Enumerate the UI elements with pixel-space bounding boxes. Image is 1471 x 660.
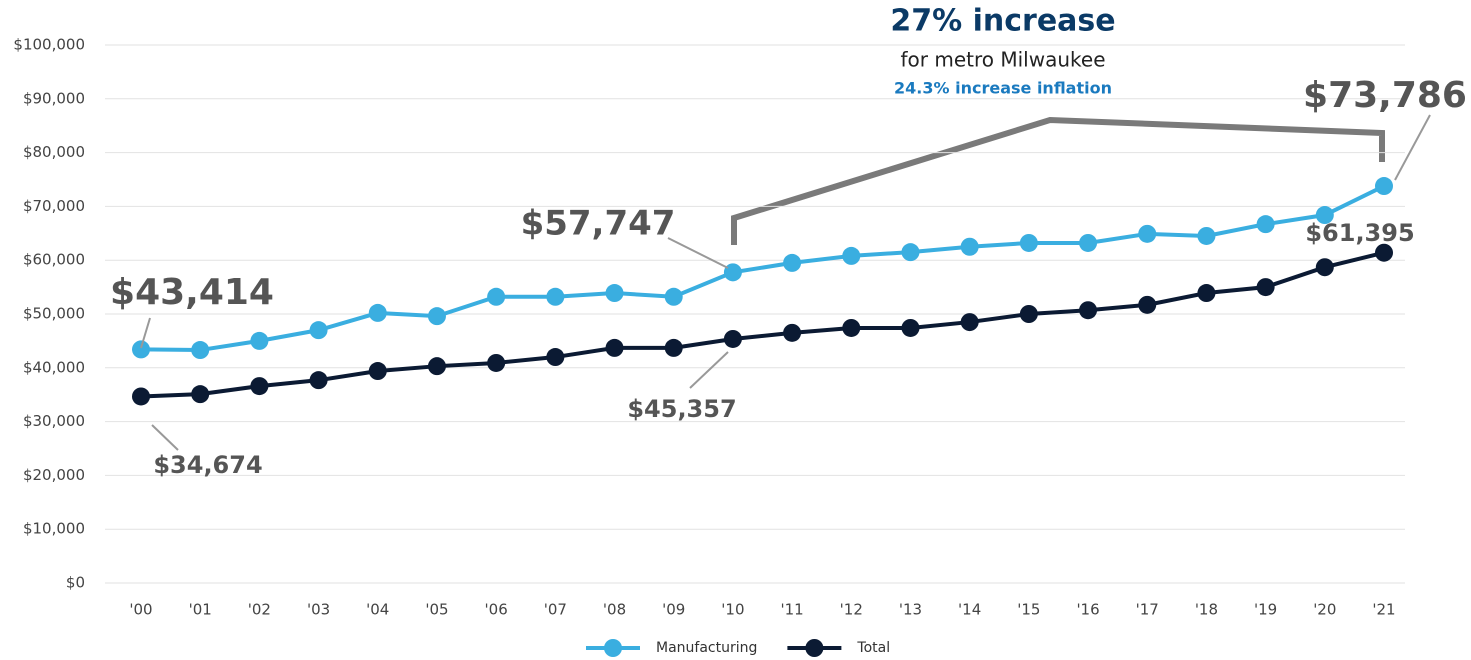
bracket [731, 116, 1385, 245]
point [1138, 224, 1157, 243]
x-tick-label: '10 [721, 601, 744, 619]
value-label: $43,414 [110, 272, 274, 313]
point [783, 253, 802, 272]
x-tick-label: '03 [307, 601, 330, 619]
x-tick-label: '07 [544, 601, 567, 619]
x-tick-label: '01 [189, 601, 212, 619]
point [1079, 233, 1098, 252]
annotation: for metro Milwaukee [901, 48, 1106, 72]
point [842, 246, 861, 265]
x-tick-label: '04 [366, 601, 389, 619]
x-tick-label: '19 [1254, 601, 1277, 619]
value-label: $57,747 [521, 204, 676, 244]
x-tick-label: '20 [1313, 601, 1336, 619]
value-label: $34,674 [153, 451, 262, 479]
point [1256, 278, 1275, 297]
point [605, 284, 624, 303]
point [427, 307, 446, 326]
point [368, 303, 387, 322]
point [1256, 215, 1275, 234]
point [368, 362, 387, 381]
point [901, 318, 920, 337]
y-tick-label: $10,000 [23, 520, 85, 538]
x-tick-label: '09 [662, 601, 685, 619]
series-line [140, 184, 1385, 353]
point [1197, 284, 1216, 303]
point [842, 318, 861, 337]
point [191, 385, 210, 404]
series-line [140, 250, 1385, 399]
point [250, 331, 269, 350]
point [664, 338, 683, 357]
point [723, 263, 742, 282]
annotation: 27% increase [890, 4, 1115, 39]
value-label: $45,357 [627, 395, 736, 423]
leader-line [140, 317, 151, 349]
point [309, 321, 328, 340]
leader-line [689, 351, 729, 389]
y-tick-label: $20,000 [23, 466, 85, 484]
point [1197, 226, 1216, 245]
point [1375, 177, 1393, 196]
leader-line [1394, 114, 1431, 181]
point [546, 287, 565, 306]
x-tick-label: '16 [1076, 601, 1099, 619]
legend-marker [805, 639, 824, 657]
point [960, 313, 979, 332]
legend-label: Manufacturing [656, 640, 757, 656]
point [1019, 233, 1038, 252]
point [132, 387, 150, 406]
point [901, 243, 920, 262]
point [605, 338, 624, 357]
legend-marker [604, 639, 622, 657]
point [250, 377, 269, 396]
leader-line [667, 237, 729, 269]
x-tick-label: '21 [1372, 601, 1395, 619]
y-tick-label: $30,000 [23, 412, 85, 430]
x-tick-label: '11 [780, 601, 803, 619]
x-tick-label: '05 [425, 601, 448, 619]
x-tick-label: '00 [129, 601, 152, 619]
point [664, 287, 683, 306]
point [487, 353, 506, 372]
y-tick-label: $80,000 [23, 143, 85, 161]
point [1315, 206, 1334, 225]
point [309, 371, 328, 390]
value-label: $73,786 [1303, 75, 1467, 116]
x-tick-label: '12 [840, 601, 863, 619]
point [723, 329, 742, 348]
x-tick-label: '02 [248, 601, 271, 619]
point [546, 348, 565, 367]
point [1138, 295, 1157, 314]
x-tick-label: '15 [1017, 601, 1040, 619]
point [1375, 243, 1393, 262]
point [960, 237, 979, 256]
leader-line [151, 424, 179, 451]
y-tick-label: $70,000 [23, 197, 85, 215]
point [1079, 301, 1098, 320]
y-tick-label: $0 [66, 574, 85, 592]
point [191, 341, 210, 360]
annotation: 24.3% increase inflation [894, 79, 1112, 98]
point [487, 287, 506, 306]
legend-label: Total [856, 640, 890, 656]
x-tick-label: '13 [899, 601, 922, 619]
y-tick-label: $100,000 [13, 36, 85, 54]
x-tick-label: '18 [1195, 601, 1218, 619]
y-tick-label: $90,000 [23, 89, 85, 107]
value-label: $61,395 [1305, 219, 1414, 247]
point [1019, 305, 1038, 323]
point [1315, 258, 1334, 277]
x-tick-label: '06 [485, 601, 508, 619]
x-tick-label: '08 [603, 601, 626, 619]
x-tick-label: '14 [958, 601, 981, 619]
y-tick-label: $60,000 [23, 251, 85, 269]
y-tick-label: $50,000 [23, 305, 85, 323]
point [427, 357, 446, 376]
point [132, 340, 150, 359]
point [783, 323, 802, 342]
x-tick-label: '17 [1136, 601, 1159, 619]
y-tick-label: $40,000 [23, 358, 85, 376]
